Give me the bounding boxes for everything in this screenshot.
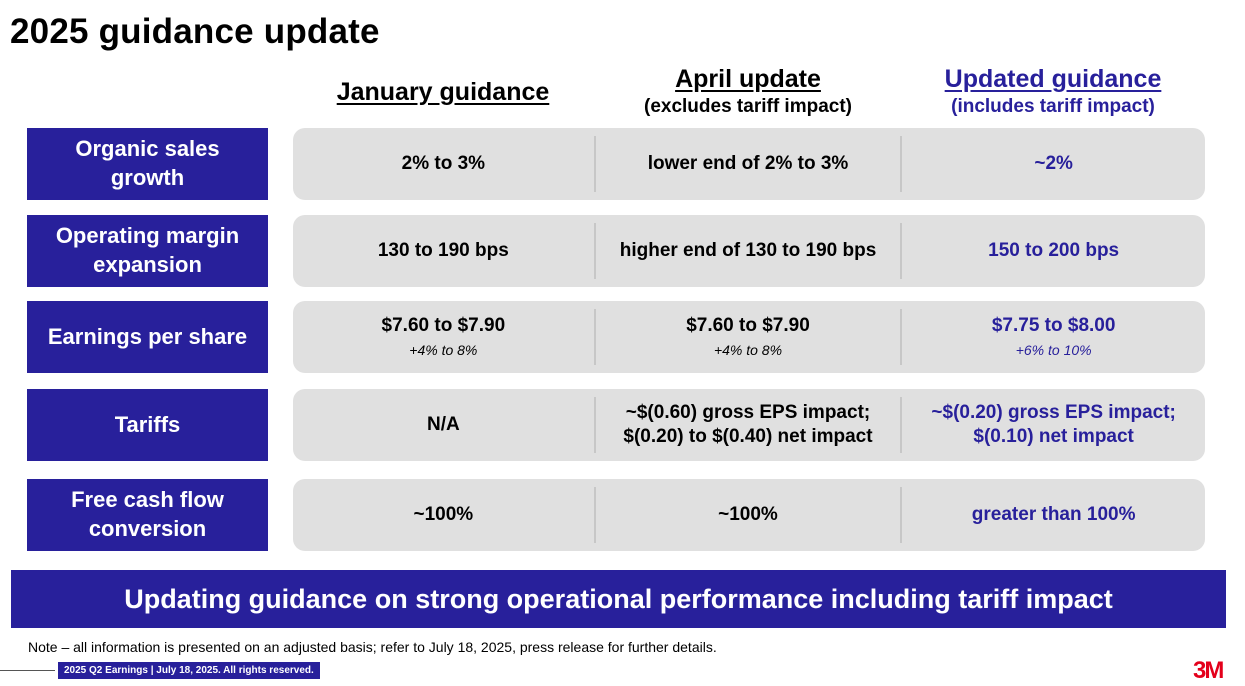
cell-january: ~100% — [293, 479, 594, 551]
column-divider — [900, 487, 903, 543]
page-title: 2025 guidance update — [10, 12, 380, 51]
column-header-updated-sub: (includes tariff impact) — [951, 96, 1155, 117]
cell-value: 150 to 200 bps — [988, 240, 1120, 262]
column-divider — [900, 397, 903, 453]
cell-january: 2% to 3% — [293, 128, 594, 200]
column-header-april-label: April update — [675, 65, 821, 93]
column-divider — [900, 223, 903, 279]
cell-note: +6% to 10% — [1015, 342, 1092, 359]
cell-updated: ~$(0.20) gross EPS impact; $(0.10) net i… — [902, 389, 1205, 461]
table-row: $7.60 to $7.90 +4% to 8% $7.60 to $7.90 … — [293, 301, 1205, 373]
column-divider — [900, 136, 903, 192]
cell-value-line2: $(0.10) net impact — [973, 426, 1134, 447]
row-label-operating-margin: Operating margin expansion — [27, 215, 268, 287]
cell-updated: greater than 100% — [902, 479, 1205, 551]
cell-value: 2% to 3% — [401, 153, 486, 175]
cell-updated: 150 to 200 bps — [902, 215, 1205, 287]
cell-note: +4% to 8% — [713, 342, 783, 359]
column-header-updated-label: Updated guidance — [944, 65, 1162, 93]
column-header-updated: Updated guidance (includes tariff impact… — [902, 65, 1204, 118]
summary-banner: Updating guidance on strong operational … — [11, 570, 1226, 628]
column-divider — [593, 309, 596, 365]
column-header-april-sub: (excludes tariff impact) — [644, 96, 852, 117]
cell-april: $7.60 to $7.90 +4% to 8% — [596, 301, 901, 373]
footer-tag: 2025 Q2 Earnings | July 18, 2025. All ri… — [58, 662, 320, 679]
column-divider — [593, 487, 596, 543]
cell-value: N/A — [426, 414, 460, 436]
table-row: N/A ~$(0.60) gross EPS impact; $(0.20) t… — [293, 389, 1205, 461]
cell-value: greater than 100% — [971, 504, 1136, 526]
cell-value: ~100% — [718, 504, 778, 526]
column-header-april: April update (excludes tariff impact) — [596, 65, 900, 118]
row-label-free-cash-flow: Free cash flow conversion — [27, 479, 268, 551]
cell-updated: $7.75 to $8.00 +6% to 10% — [902, 301, 1205, 373]
column-divider — [593, 136, 596, 192]
cell-april: higher end of 130 to 190 bps — [596, 215, 901, 287]
cell-april: ~$(0.60) gross EPS impact; $(0.20) to $(… — [596, 389, 901, 461]
column-divider — [593, 397, 596, 453]
cell-value: 130 to 190 bps — [377, 240, 509, 262]
cell-note: +4% to 8% — [409, 342, 478, 359]
cell-value: $7.60 to $7.90 — [686, 315, 810, 337]
cell-january: N/A — [293, 389, 594, 461]
cell-value: ~$(0.20) gross EPS impact; — [931, 402, 1176, 424]
cell-value: ~100% — [413, 504, 474, 526]
cell-value: ~$(0.60) gross EPS impact; — [625, 402, 871, 424]
cell-value: ~2% — [1034, 153, 1073, 175]
footnote: Note – all information is presented on a… — [28, 639, 717, 655]
table-row: 2% to 3% lower end of 2% to 3% ~2% — [293, 128, 1205, 200]
cell-value-line2: $(0.20) to $(0.40) net impact — [623, 426, 873, 447]
table-row: ~100% ~100% greater than 100% — [293, 479, 1205, 551]
3m-logo: 3M — [1193, 657, 1224, 684]
column-header-january: January guidance — [292, 78, 594, 107]
cell-january: $7.60 to $7.90 +4% to 8% — [293, 301, 594, 373]
row-label-organic-sales: Organic sales growth — [27, 128, 268, 200]
cell-value: $7.60 to $7.90 — [381, 315, 506, 337]
footer-divider — [0, 670, 55, 671]
table-row: 130 to 190 bps higher end of 130 to 190 … — [293, 215, 1205, 287]
cell-april: lower end of 2% to 3% — [596, 128, 901, 200]
column-divider — [593, 223, 596, 279]
cell-updated: ~2% — [902, 128, 1205, 200]
row-label-tariffs: Tariffs — [27, 389, 268, 461]
column-divider — [900, 309, 903, 365]
row-label-eps: Earnings per share — [27, 301, 268, 373]
column-header-january-label: January guidance — [336, 78, 550, 106]
cell-april: ~100% — [596, 479, 901, 551]
cell-value: $7.75 to $8.00 — [991, 315, 1116, 337]
cell-value: lower end of 2% to 3% — [647, 153, 849, 175]
cell-january: 130 to 190 bps — [293, 215, 594, 287]
cell-value: higher end of 130 to 190 bps — [619, 240, 877, 262]
